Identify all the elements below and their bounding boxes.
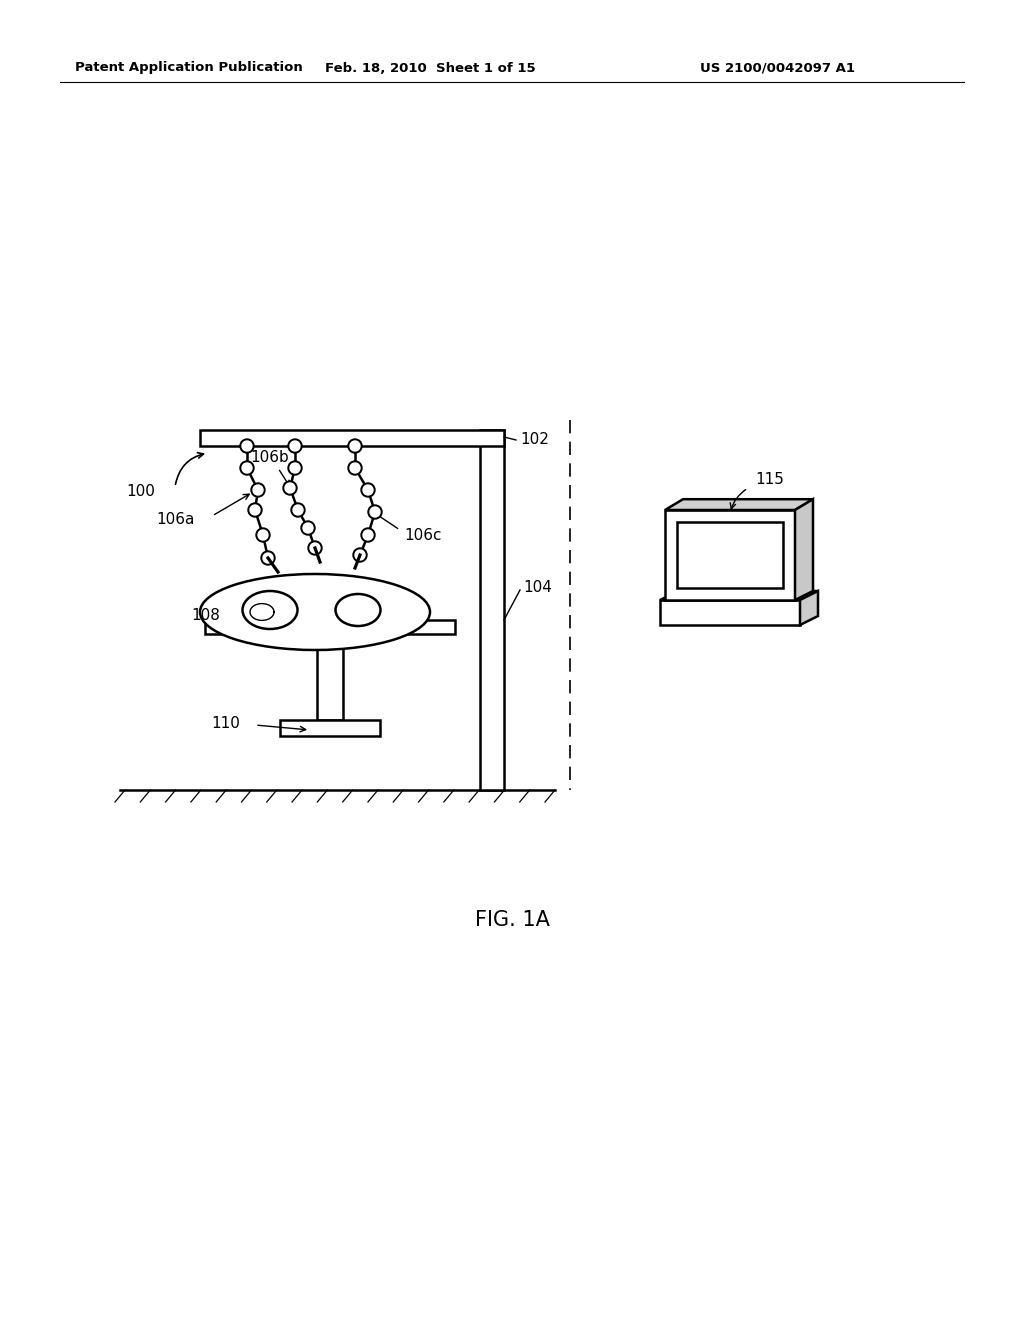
Circle shape [370,507,380,517]
Circle shape [253,484,263,495]
Text: 106c: 106c [404,528,441,543]
Bar [480,430,504,789]
Polygon shape [795,499,813,601]
Text: FIG. 1A: FIG. 1A [474,909,550,931]
Circle shape [288,461,302,475]
Circle shape [308,541,322,554]
Text: 106a: 106a [157,512,195,528]
Circle shape [250,506,260,515]
Circle shape [258,531,268,540]
Circle shape [353,548,367,562]
Circle shape [301,521,315,535]
Circle shape [368,506,382,519]
Bar [205,620,455,634]
Circle shape [290,463,300,473]
Circle shape [248,503,262,517]
Text: US 2100/0042097 A1: US 2100/0042097 A1 [700,62,855,74]
Ellipse shape [243,591,298,630]
Text: 100: 100 [126,484,155,499]
Bar [677,521,783,587]
Circle shape [355,550,365,560]
Circle shape [285,483,295,492]
Polygon shape [800,591,818,624]
Circle shape [288,440,302,453]
Circle shape [361,528,375,543]
Circle shape [350,441,360,451]
Ellipse shape [336,594,381,626]
Bar [280,719,380,737]
Circle shape [361,483,375,498]
Text: 115: 115 [755,473,784,487]
Circle shape [291,503,305,517]
Bar [665,510,795,601]
Circle shape [293,506,303,515]
Circle shape [240,461,254,475]
Circle shape [242,441,252,451]
Circle shape [261,550,275,565]
Ellipse shape [200,574,430,649]
Text: 102: 102 [520,433,549,447]
Circle shape [303,523,313,533]
Circle shape [362,531,373,540]
Text: Patent Application Publication: Patent Application Publication [75,62,303,74]
Circle shape [256,528,270,543]
Circle shape [350,463,360,473]
Polygon shape [665,499,813,510]
Circle shape [362,484,373,495]
Bar [317,634,343,719]
Circle shape [251,483,265,498]
Text: 104: 104 [523,579,552,594]
Text: 110: 110 [211,717,240,731]
Circle shape [283,480,297,495]
Circle shape [290,441,300,451]
Text: 108: 108 [191,609,220,623]
Circle shape [263,553,273,564]
Circle shape [242,463,252,473]
Bar [660,601,800,624]
Circle shape [310,543,319,553]
Circle shape [348,461,362,475]
Polygon shape [660,591,818,601]
Circle shape [240,440,254,453]
Text: 106b: 106b [251,450,290,466]
Text: Feb. 18, 2010  Sheet 1 of 15: Feb. 18, 2010 Sheet 1 of 15 [325,62,536,74]
Bar [200,430,504,446]
Circle shape [348,440,362,453]
